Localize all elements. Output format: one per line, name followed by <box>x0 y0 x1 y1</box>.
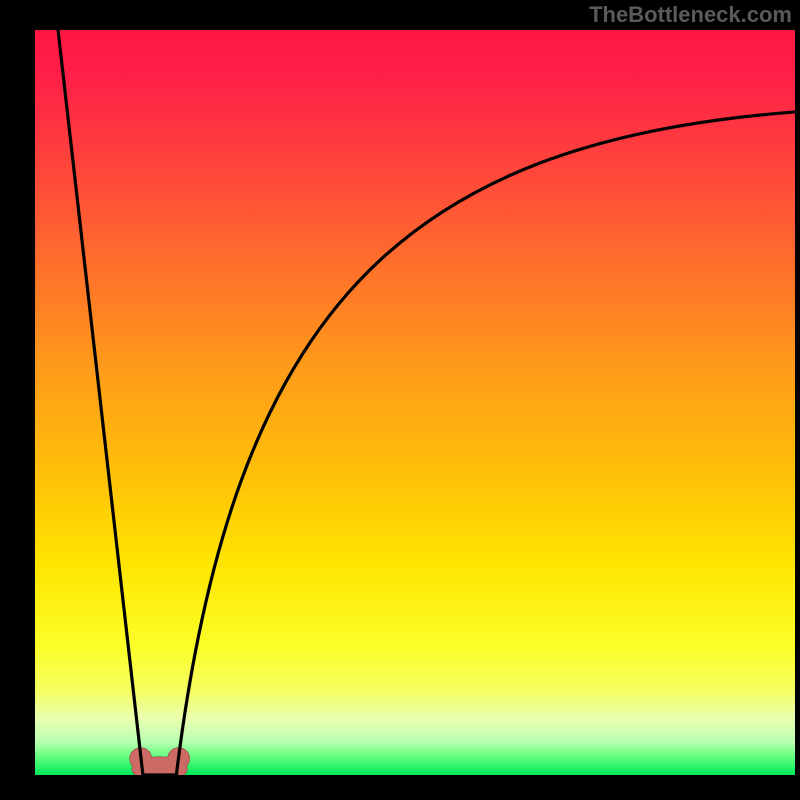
gradient-background <box>35 30 795 775</box>
chart-stage: TheBottleneck.com <box>0 0 800 800</box>
watermark-text: TheBottleneck.com <box>589 2 792 28</box>
bottleneck-chart <box>0 0 800 800</box>
